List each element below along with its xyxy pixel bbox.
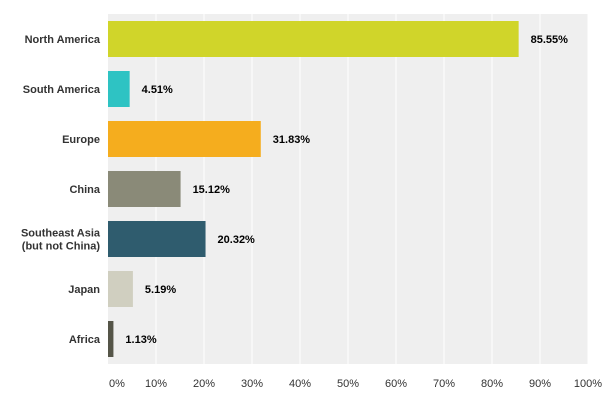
x-tick-label: 100% (574, 378, 602, 390)
data-label: 1.13% (125, 334, 156, 346)
x-tick-label: 30% (241, 378, 263, 390)
x-tick-label: 90% (529, 378, 551, 390)
category-label: South America (23, 84, 101, 96)
bar (108, 21, 519, 57)
x-axis-tick-labels: 0% 10% 20% 30% 40% 50% 60% 70% 80% 90% 100% (109, 378, 602, 390)
data-label: 15.12% (193, 184, 231, 196)
x-tick-label: 60% (385, 378, 407, 390)
category-labels: North America South America Europe China Sou… (21, 34, 101, 346)
data-label: 85.55% (531, 34, 569, 46)
value-labels: 85.55% 4.51% 31.83% 15.12% 20.32% 5.19% 1.13% (125, 34, 568, 346)
category-label: Japan (68, 284, 100, 296)
bar (108, 121, 261, 157)
bar (108, 321, 114, 357)
x-tick-label: 10% (145, 378, 167, 390)
bar (108, 171, 181, 207)
data-label: 4.51% (142, 84, 173, 96)
category-label: China (69, 184, 100, 196)
x-tick-label: 0% (109, 378, 125, 390)
category-label: North America (25, 34, 101, 46)
x-tick-label: 40% (289, 378, 311, 390)
bar (108, 221, 206, 257)
bars (108, 21, 519, 357)
data-label: 20.32% (218, 234, 256, 246)
x-tick-label: 50% (337, 378, 359, 390)
data-label: 31.83% (273, 134, 311, 146)
data-label: 5.19% (145, 284, 176, 296)
x-tick-label: 20% (193, 378, 215, 390)
category-label: Southeast Asia (but not China) (21, 228, 101, 253)
grid-lines (155, 14, 589, 364)
category-label: Africa (69, 334, 101, 346)
x-tick-label: 80% (481, 378, 503, 390)
category-label: Europe (62, 134, 100, 146)
x-tick-label: 70% (433, 378, 455, 390)
bar (108, 271, 133, 307)
bar (108, 71, 130, 107)
